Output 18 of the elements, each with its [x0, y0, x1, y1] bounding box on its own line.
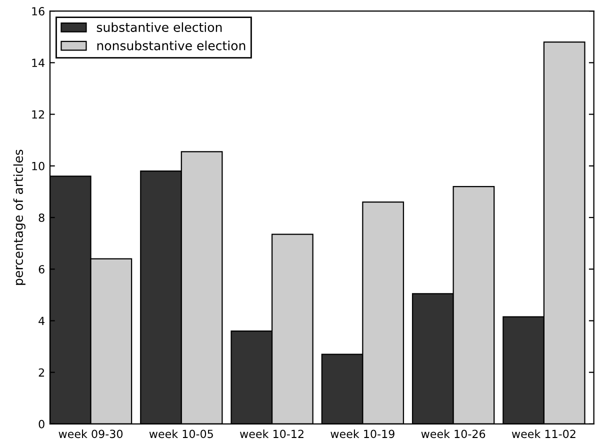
y-tick-label: 12 [32, 110, 44, 119]
x-tick-label: week 10-12 [240, 430, 304, 438]
y-tick-label: 6 [38, 265, 44, 274]
x-tick-label: week 09-30 [58, 430, 123, 438]
y-tick-label: 0 [38, 420, 44, 428]
x-tick-label: week 10-26 [421, 430, 486, 438]
y-tick-label: 10 [32, 162, 44, 170]
legend-label: nonsubstantive election [97, 40, 246, 50]
x-tick-label: week 11-02 [512, 430, 576, 438]
y-tick-label: 14 [32, 58, 44, 67]
y-tick-label: 8 [38, 213, 44, 222]
y-tick-label: 16 [32, 7, 44, 16]
y-tick-label: 2 [38, 368, 44, 377]
y-tick-label: 4 [38, 316, 44, 325]
legend-label: substantive election [96, 22, 222, 32]
x-tick-label: week 10-19 [330, 430, 394, 438]
y-axis-title: percentage of articles [13, 150, 26, 285]
x-tick-label: week 10-05 [149, 430, 213, 438]
